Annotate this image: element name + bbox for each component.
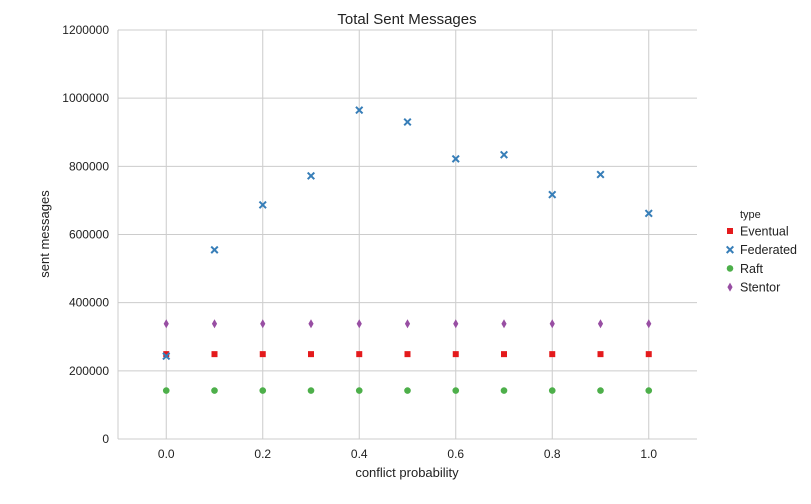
- point-federated: [499, 150, 509, 159]
- point-stentor: [260, 319, 266, 329]
- point-stentor: [356, 319, 362, 329]
- legend-marker-stentor: [727, 282, 733, 292]
- point-raft: [211, 387, 218, 394]
- legend-title: type: [740, 209, 761, 221]
- x-tick-label: 0.8: [544, 447, 561, 461]
- y-tick-label: 600000: [69, 228, 109, 242]
- x-tick-label: 0.4: [351, 447, 368, 461]
- point-federated: [596, 170, 605, 179]
- legend-label-raft: Raft: [740, 262, 763, 276]
- y-tick-label: 1000000: [62, 91, 109, 105]
- x-tick-label: 0.2: [254, 447, 271, 461]
- point-stentor: [501, 319, 507, 329]
- point-federated: [306, 171, 316, 180]
- y-axis-label: sent messages: [37, 190, 52, 278]
- point-raft: [645, 387, 653, 394]
- point-stentor: [453, 319, 459, 329]
- x-tick-label: 0.6: [447, 447, 464, 461]
- y-tick-label: 1200000: [62, 23, 109, 37]
- point-eventual: [549, 351, 556, 358]
- x-tick-label: 0.0: [158, 447, 175, 461]
- y-tick-label: 400000: [69, 296, 109, 310]
- point-stentor: [404, 319, 411, 329]
- point-eventual: [211, 351, 218, 358]
- point-stentor: [211, 319, 218, 329]
- point-federated: [355, 106, 364, 115]
- chart-title: Total Sent Messages: [337, 11, 476, 28]
- legend-marker-raft: [726, 265, 734, 272]
- x-tick-label: 1.0: [640, 447, 657, 461]
- legend: type Eventual Federated Raft Stentor: [725, 209, 797, 295]
- point-raft: [307, 387, 315, 394]
- point-federated: [644, 209, 653, 218]
- point-raft: [259, 387, 267, 394]
- tick-labels: 0 200000 400000 600000 800000 1000000 1200000 0…: [62, 23, 657, 461]
- point-stentor: [646, 319, 652, 329]
- point-eventual: [308, 351, 314, 358]
- point-raft: [452, 387, 460, 394]
- point-federated: [162, 352, 171, 361]
- point-eventual: [404, 351, 411, 358]
- point-federated: [210, 245, 219, 254]
- point-federated: [258, 200, 267, 209]
- point-raft: [162, 387, 170, 394]
- point-raft: [404, 387, 411, 394]
- legend-label-federated: Federated: [740, 243, 797, 257]
- legend-marker-eventual: [727, 228, 733, 234]
- y-tick-label: 800000: [69, 159, 109, 173]
- point-stentor: [549, 319, 555, 329]
- point-raft: [500, 387, 508, 394]
- point-federated: [548, 190, 557, 199]
- point-raft: [355, 387, 363, 394]
- point-eventual: [645, 351, 652, 358]
- legend-label-eventual: Eventual: [740, 225, 789, 239]
- point-federated: [403, 118, 412, 127]
- x-axis-label: conflict probability: [355, 465, 459, 480]
- point-eventual: [501, 351, 507, 358]
- legend-label-stentor: Stentor: [740, 281, 780, 295]
- point-raft: [548, 387, 556, 394]
- axes: [117, 30, 697, 440]
- point-stentor: [308, 319, 314, 329]
- data-points: [162, 106, 653, 394]
- point-stentor: [597, 319, 604, 329]
- point-eventual: [356, 351, 363, 358]
- point-eventual: [259, 351, 266, 358]
- legend-marker-federated: [725, 245, 735, 254]
- point-federated: [451, 154, 460, 163]
- grid: [118, 29, 697, 440]
- point-stentor: [163, 319, 169, 329]
- point-eventual: [597, 351, 604, 358]
- point-eventual: [163, 351, 170, 358]
- point-raft: [597, 387, 604, 394]
- y-tick-label: 200000: [69, 364, 109, 378]
- y-tick-label: 0: [102, 432, 109, 446]
- point-eventual: [452, 351, 459, 358]
